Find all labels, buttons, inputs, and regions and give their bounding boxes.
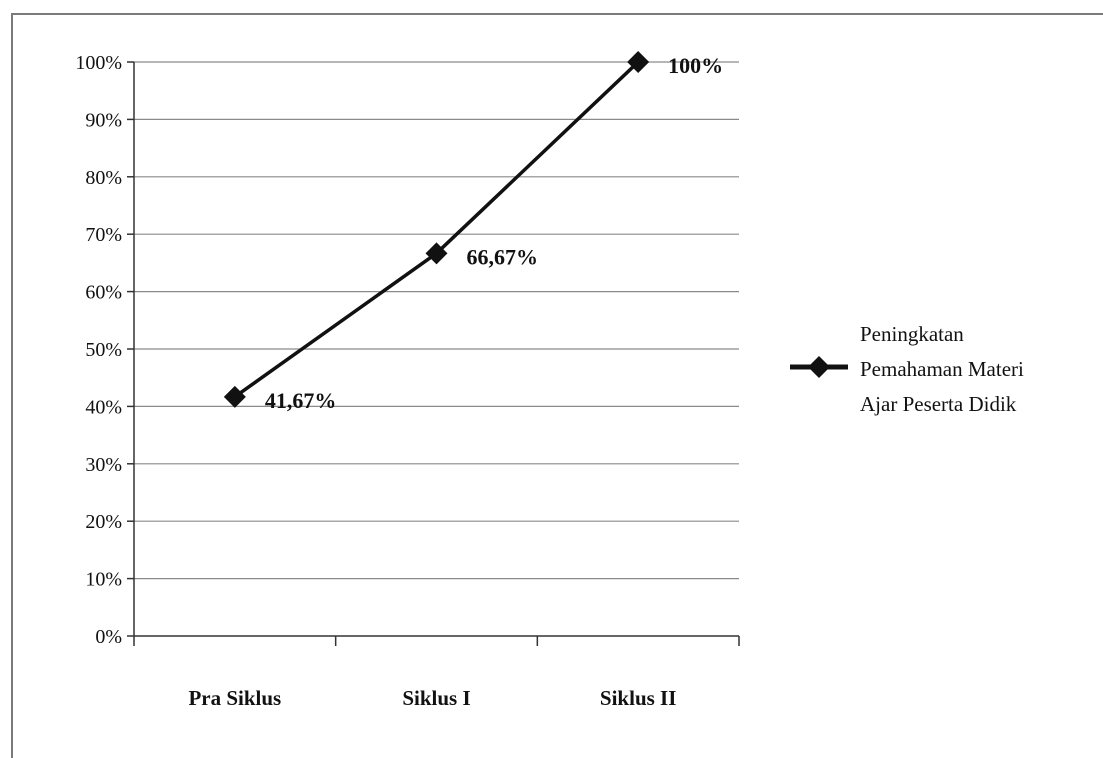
- data-labels: 41,67% 66,67% 100%: [265, 53, 723, 413]
- data-point-marker: [627, 51, 650, 73]
- data-point-marker: [425, 242, 448, 265]
- axes: [127, 61, 740, 646]
- legend: Peningkatan Pemahaman Materi Ajar Peserta …: [790, 322, 1024, 416]
- y-tick-label: 50%: [85, 339, 122, 361]
- data-label: 100%: [668, 53, 723, 78]
- y-tick-label: 80%: [85, 167, 122, 189]
- x-category-label: Pra Siklus: [188, 686, 281, 710]
- y-tick-label: 20%: [85, 511, 122, 533]
- y-tick-label: 70%: [85, 224, 122, 246]
- legend-label: Ajar Peserta Didik: [860, 392, 1017, 416]
- y-axis-tick-labels: 0% 10% 20% 30% 40% 50% 60% 70% 80% 90% 100%: [75, 52, 122, 648]
- chart-border: [11, 13, 1103, 758]
- data-label: 41,67%: [265, 388, 337, 413]
- x-category-label: Siklus II: [600, 686, 676, 710]
- x-category-label: Siklus I: [402, 686, 470, 710]
- data-label: 66,67%: [467, 244, 539, 269]
- legend-marker: [808, 356, 830, 378]
- y-tick-label: 30%: [85, 454, 122, 476]
- legend-label: Pemahaman Materi: [860, 357, 1024, 381]
- series-line: [233, 60, 640, 399]
- data-point-marker: [223, 385, 246, 408]
- x-axis-category-labels: Pra Siklus Siklus I Siklus II: [188, 686, 676, 710]
- series-line-group: [223, 51, 650, 408]
- y-tick-label: 90%: [85, 109, 122, 131]
- legend-label: Peningkatan: [860, 322, 964, 346]
- y-tick-label: 60%: [85, 282, 122, 304]
- y-tick-label: 10%: [85, 569, 122, 591]
- y-tick-label: 40%: [85, 396, 122, 418]
- y-tick-label: 100%: [75, 52, 122, 74]
- gridlines: [134, 61, 739, 580]
- y-tick-label: 0%: [95, 626, 122, 648]
